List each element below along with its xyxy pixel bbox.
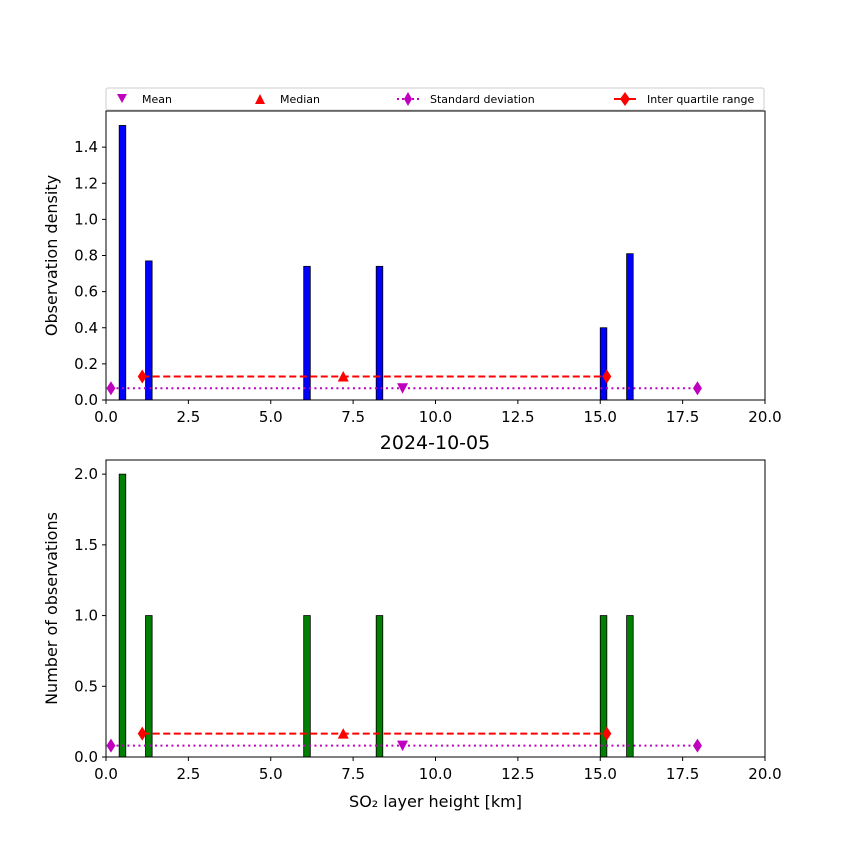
count-plot: 0.0 2.5 5.0 7.5 10.0 12.5 15.0 17.5 20.0 0.0 0.5 1.… [42,459,782,811]
y-tick-label-1: 0.2 [74,355,98,373]
x-tick-label-1: 2.5 [176,765,200,783]
x-tick-label-0: 0.0 [94,765,118,783]
y-axis-label: Observation density [42,175,61,336]
bar-3 [375,265,384,401]
mean-marker [397,383,409,394]
bar-1 [145,615,153,758]
y-tick-label-2: 0.4 [74,319,98,337]
x-tick-label-6: 15.0 [584,765,617,783]
std-end-marker [692,381,702,396]
legend-median-label: Median [280,93,320,106]
x-tick-label-8: 20.0 [748,408,781,426]
bar-1 [145,260,153,401]
x-tick-label-4: 10.0 [419,765,452,783]
iqr-start-marker [137,369,147,384]
axes-frame [105,110,766,401]
axes-frame [105,459,766,758]
legend-mean-label: Mean [142,93,172,106]
legend: Mean Median Standard deviation Inter qua… [105,87,765,111]
median-marker [337,728,349,739]
x-tick-label-1: 2.5 [176,408,200,426]
lower-plot-title: 2024-10-05 [380,432,490,454]
bar-2 [303,615,311,758]
x-axis-label: SO₂ layer height [km] [349,792,522,811]
std-end-marker [692,738,702,753]
std-start-marker [106,738,116,753]
x-tick-label-8: 20.0 [748,765,781,783]
density-plot: 2024-10-05 0.0 2.5 5.0 7.5 10.0 12.5 15.0 17.5 2… [42,110,782,454]
x-tick-label-0: 0.0 [94,408,118,426]
x-tick-label-3: 7.5 [341,765,365,783]
x-tick-label-5: 12.5 [501,765,534,783]
legend-std-label: Standard deviation [430,93,535,106]
bar-5 [626,253,634,401]
legend-iqr-marker [614,92,636,106]
legend-box [105,87,765,111]
y-tick-label-3: 0.6 [74,283,98,301]
bar-5 [626,615,634,758]
mean-marker [397,740,409,752]
legend-median-marker [255,94,265,104]
iqr-start-marker [137,726,147,741]
x-tick-label-6: 15.0 [584,408,617,426]
x-tick-label-7: 17.5 [666,765,699,783]
iqr-end-marker [602,369,612,384]
legend-iqr-label: Inter quartile range [647,93,754,106]
y-tick-label-4: 0.8 [74,247,98,265]
std-start-marker [106,381,116,396]
y-tick-label-0: 0.0 [74,748,98,766]
legend-mean-marker [117,94,127,103]
x-tick-label-7: 17.5 [666,408,699,426]
bar-0 [118,125,127,401]
bar-2 [303,265,311,401]
y-tick-label-2: 1.0 [74,607,98,625]
y-tick-label-1: 0.5 [74,677,98,695]
y-tick-label-4: 2.0 [74,465,98,483]
x-tick-label-5: 12.5 [501,408,534,426]
y-tick-label-6: 1.2 [74,174,98,192]
y-axis-label: Number of observations [42,512,61,705]
median-marker [337,371,349,382]
y-tick-label-0: 0.0 [74,391,98,409]
x-tick-label-4: 10.0 [419,408,452,426]
iqr-end-marker [602,726,612,741]
x-tick-label-3: 7.5 [341,408,365,426]
bar-0 [118,473,127,758]
x-tick-label-2: 5.0 [259,408,283,426]
y-tick-label-7: 1.4 [74,138,98,156]
y-tick-label-5: 1.0 [74,210,98,228]
x-tick-label-2: 5.0 [259,765,283,783]
y-tick-label-3: 1.5 [74,536,98,554]
legend-std-marker [397,92,419,106]
bar-3 [375,615,384,758]
